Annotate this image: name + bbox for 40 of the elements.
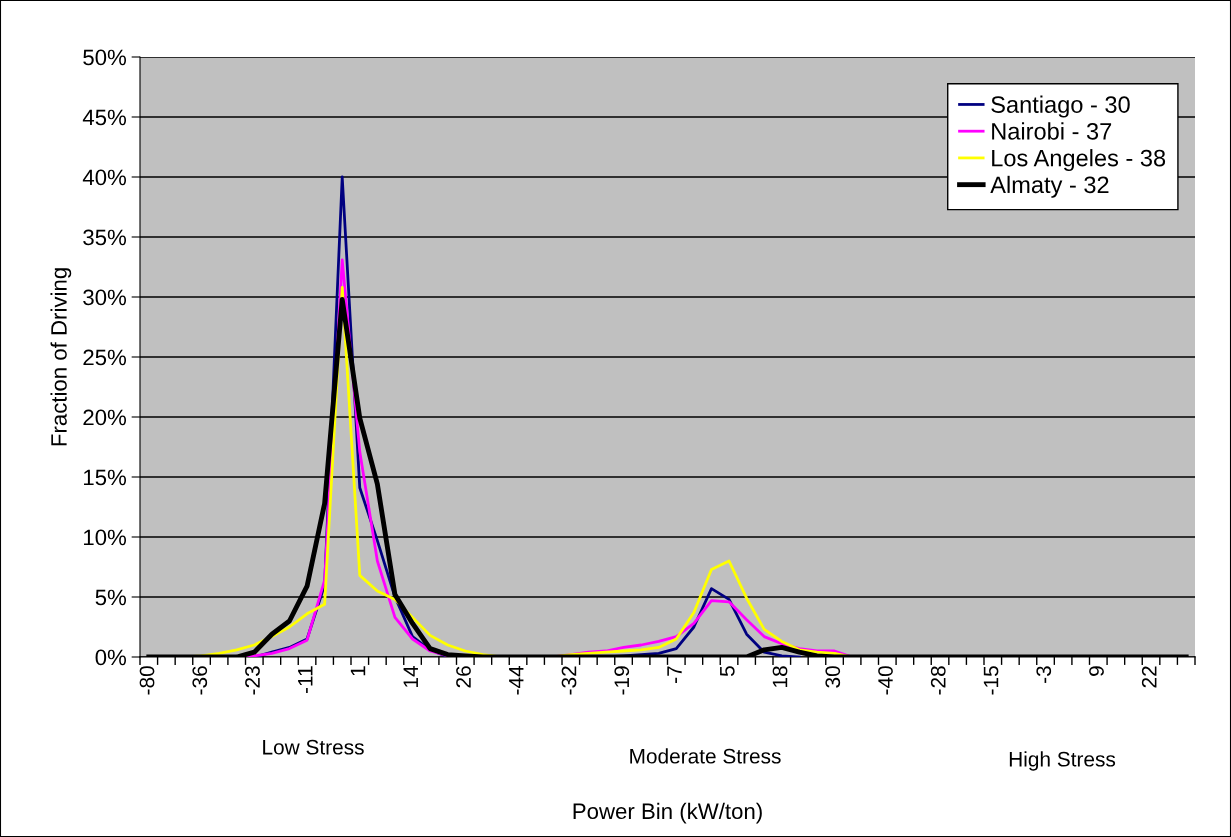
x-tick-label: 5 (720, 666, 735, 677)
x-tick-label: -40 (878, 666, 893, 695)
legend-label: Los Angeles - 38 (992, 149, 1166, 172)
text: Low Stress (263, 739, 364, 755)
x-tick-label: -11 (298, 666, 313, 693)
legend-label: Almaty - 32 (990, 175, 1109, 198)
x-tick-label: -80 (139, 666, 155, 695)
x-tick-label: -44 (509, 665, 524, 695)
y-tick-label: 50% (83, 49, 127, 66)
x-axis-title: Power Bin (kW/ton) (573, 802, 762, 824)
y-tick-label: 35% (83, 229, 127, 246)
y-tick-label: 0% (95, 649, 127, 666)
x-tick-label: -19 (614, 666, 630, 695)
x-tick-label: 22 (1141, 666, 1157, 688)
y-tick-label: 40% (82, 169, 127, 186)
x-tick-label: -7 (667, 666, 682, 683)
y-tick-label: 25% (83, 349, 127, 366)
y-tick-label: 45% (82, 109, 127, 126)
x-tick-label: 30 (825, 666, 841, 688)
x-tick-label: -15 (983, 666, 999, 695)
x-tick-label: 1 (350, 666, 366, 676)
x-tick-label: -36 (192, 666, 208, 695)
x-tick-label: -28 (930, 666, 946, 695)
x-tick-label: -32 (561, 666, 577, 695)
x-tick-label: -23 (245, 666, 260, 695)
text: High Stress (1009, 751, 1116, 771)
x-tick-label: 9 (1089, 666, 1104, 676)
legend-label: Nairobi - 37 (992, 122, 1112, 140)
x-tick-label: 26 (456, 666, 471, 688)
x-tick-label: -3 (1036, 666, 1052, 683)
y-tick-label: 15% (84, 469, 127, 486)
x-tick-label: 18 (772, 666, 788, 687)
y-tick-label: 10% (84, 529, 127, 546)
y-axis-title: Fraction of Driving (50, 268, 72, 446)
x-tick-label: 14 (403, 665, 418, 687)
legend-label: Santiago - 30 (991, 95, 1130, 118)
y-tick-label: 5% (95, 589, 127, 606)
y-tick-label: 20% (83, 409, 127, 426)
text: Moderate Stress (630, 748, 781, 764)
y-tick-label: 30% (83, 289, 127, 306)
